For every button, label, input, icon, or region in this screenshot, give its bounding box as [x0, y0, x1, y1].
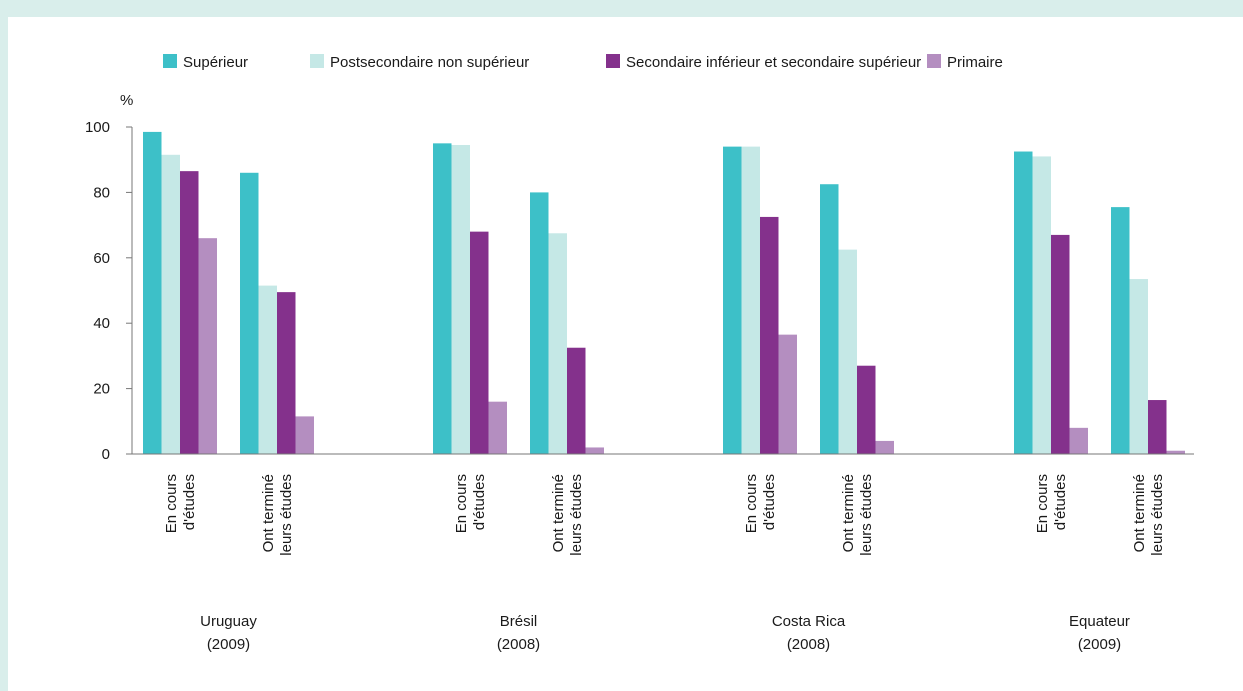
bar-4-2-3: [1148, 400, 1167, 454]
category-label-line2: leurs études: [568, 474, 585, 556]
bar-2-1-3: [470, 231, 489, 454]
bar-3-2-2: [838, 249, 857, 454]
bar-1-2-3: [277, 292, 296, 454]
category-label-line1: En cours: [163, 474, 180, 533]
bar-3-2-1: [820, 184, 839, 454]
group-label-year: (2008): [497, 636, 540, 653]
bar-4-2-1: [1111, 207, 1130, 454]
legend-swatch-4: [927, 54, 941, 68]
group-label-name: Brésil: [500, 613, 538, 630]
category-label-line1: Ont terminé: [840, 474, 857, 552]
bar-2-1-4: [488, 401, 507, 454]
group-label-name: Costa Rica: [772, 613, 846, 630]
group-label-name: Equateur: [1069, 613, 1130, 630]
group-label-year: (2009): [207, 636, 250, 653]
bar-4-1-4: [1069, 427, 1088, 454]
category-label-line2: leurs études: [1149, 474, 1166, 556]
y-tick-label: 40: [93, 315, 110, 332]
bar-1-2-1: [240, 172, 259, 454]
legend-label-3: Secondaire inférieur et secondaire supér…: [626, 54, 921, 71]
bar-1-1-1: [143, 131, 162, 454]
category-label-line1: En cours: [453, 474, 470, 533]
bar-3-1-4: [778, 334, 797, 454]
bar-1-1-2: [161, 154, 180, 455]
category-label-line1: En cours: [1034, 474, 1051, 533]
y-tick-label: 60: [93, 250, 110, 267]
bar-4-2-4: [1166, 450, 1185, 454]
legend-label-1: Supérieur: [183, 54, 248, 71]
group-label-name: Uruguay: [200, 613, 257, 630]
category-label-line2: d'études: [1052, 474, 1069, 530]
group-label-year: (2009): [1078, 636, 1121, 653]
bar-4-2-2: [1129, 279, 1148, 454]
group-label-year: (2008): [787, 636, 830, 653]
category-label-line2: d'études: [471, 474, 488, 530]
bar-1-1-3: [180, 171, 199, 454]
bar-3-2-3: [857, 365, 876, 454]
bar-3-2-4: [875, 440, 894, 454]
legend-swatch-1: [163, 54, 177, 68]
bar-4-1-1: [1014, 151, 1033, 454]
legend-label-2: Postsecondaire non supérieur: [330, 54, 529, 71]
category-label-line2: d'études: [181, 474, 198, 530]
bar-3-1-1: [723, 146, 742, 454]
y-tick-label: 20: [93, 381, 110, 398]
bar-1-2-4: [295, 416, 314, 454]
bar-2-1-2: [451, 144, 470, 455]
bar-1-2-2: [258, 285, 277, 454]
category-label-line1: En cours: [743, 474, 760, 533]
bar-3-1-2: [741, 146, 760, 454]
y-tick-label: 100: [85, 119, 110, 136]
category-label-line2: leurs études: [858, 474, 875, 556]
bar-3-1-3: [760, 216, 779, 454]
bar-4-1-2: [1032, 156, 1051, 454]
bar-chart: Supérieur Postsecondaire non supérieur Sec…: [85, 54, 1194, 653]
bar-2-1-1: [433, 143, 452, 454]
category-label-line1: Ont terminé: [1131, 474, 1148, 552]
category-label-line1: Ont terminé: [550, 474, 567, 552]
y-axis-unit-label: %: [120, 92, 133, 109]
y-tick-label: 80: [93, 184, 110, 201]
legend-label-4: Primaire: [947, 54, 1003, 71]
bar-2-2-2: [548, 233, 567, 454]
category-label-line2: leurs études: [278, 474, 295, 556]
y-tick-label: 0: [102, 446, 110, 463]
bar-1-1-4: [198, 238, 217, 454]
legend-swatch-2: [310, 54, 324, 68]
category-label-line1: Ont terminé: [260, 474, 277, 552]
chart-panel: Supérieur Postsecondaire non supérieur Sec…: [8, 17, 1243, 691]
bar-2-2-1: [530, 192, 549, 454]
bar-4-1-3: [1051, 234, 1070, 454]
legend-swatch-3: [606, 54, 620, 68]
category-label-line2: d'études: [761, 474, 778, 530]
bar-2-2-4: [585, 447, 604, 454]
bar-2-2-3: [567, 347, 586, 454]
